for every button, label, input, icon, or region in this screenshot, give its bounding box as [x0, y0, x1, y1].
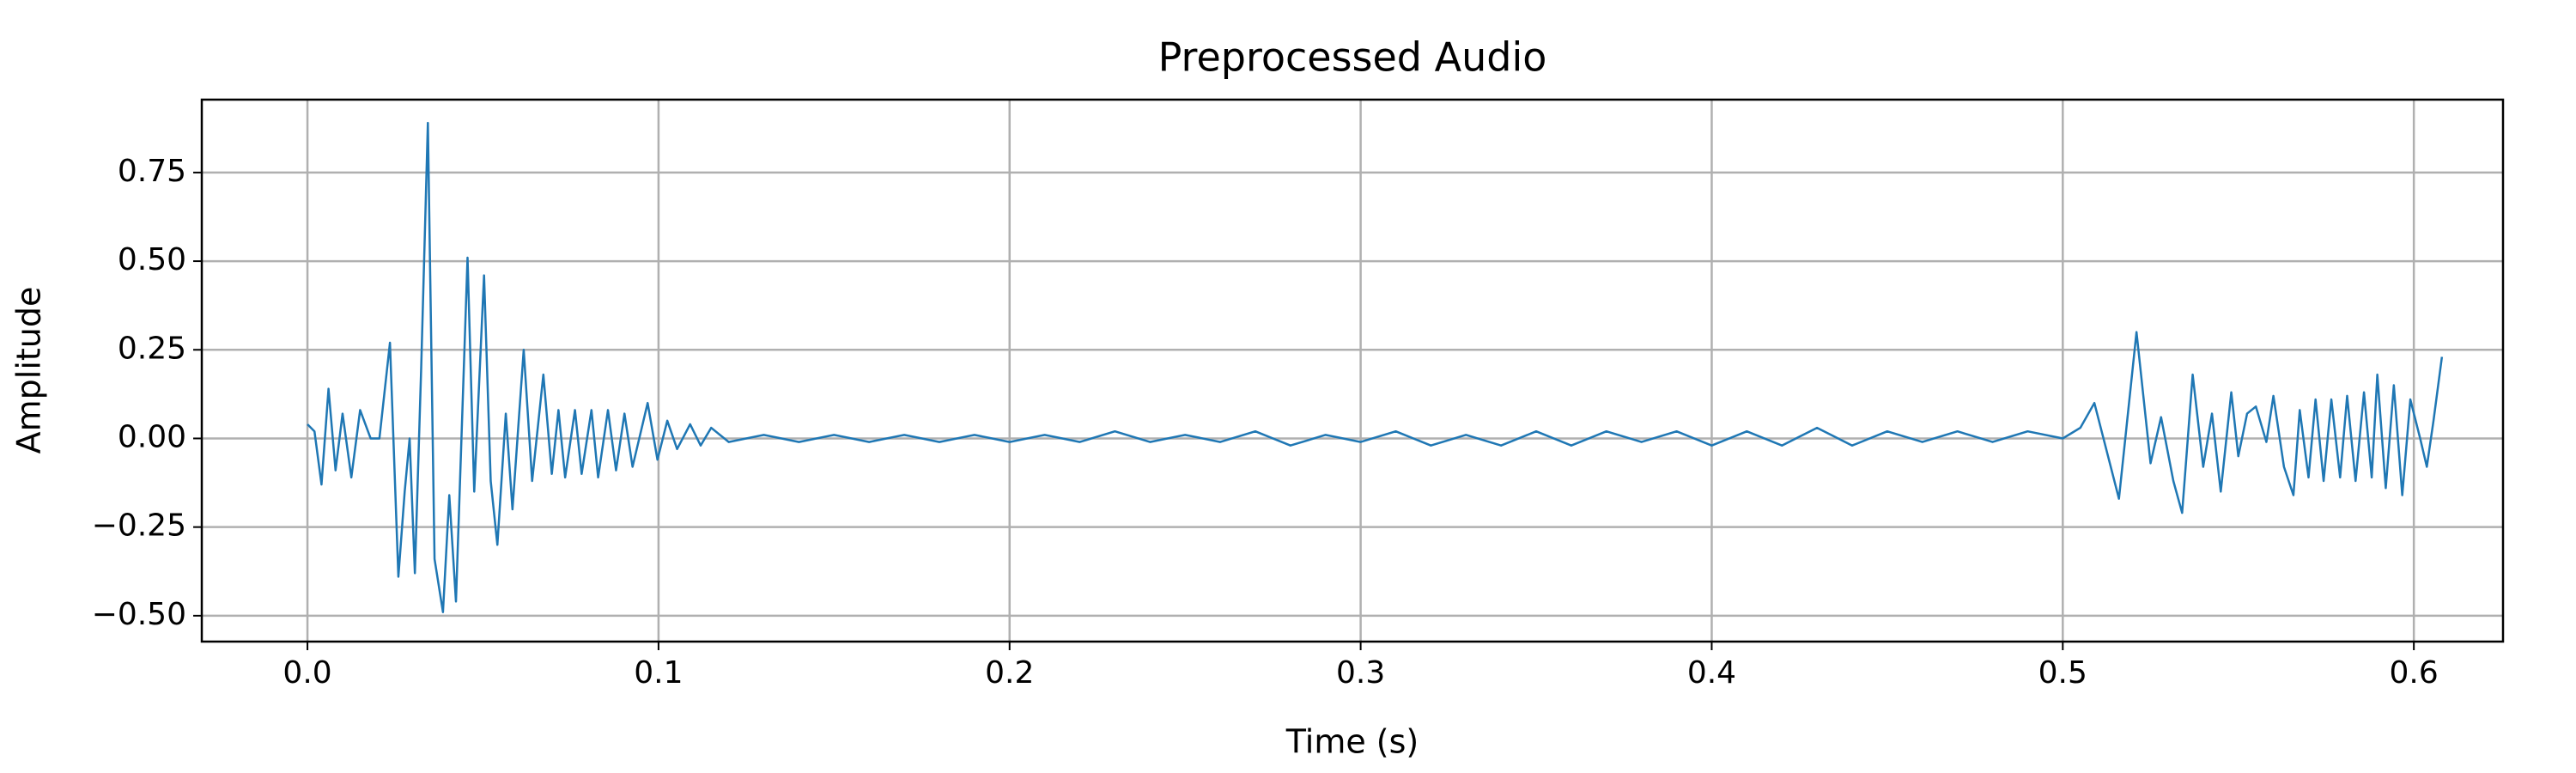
y-tick-label: 0.25 — [118, 331, 186, 366]
x-tick-label: 0.5 — [2038, 655, 2087, 691]
x-axis-label: Time (s) — [1285, 723, 1419, 761]
x-tick-label: 0.3 — [1336, 655, 1385, 691]
y-tick-label: 0.75 — [118, 154, 186, 189]
y-tick-label: 0.00 — [118, 419, 186, 454]
x-tick-label: 0.6 — [2390, 655, 2439, 691]
x-tick-label: 0.4 — [1687, 655, 1736, 691]
plot-area — [307, 121, 2444, 613]
y-tick-label: 0.50 — [118, 242, 186, 277]
ticks: 0.0 0.1 0.2 0.3 0.4 0.5 0.6 −0.50 −0.25 0.00 0.25 0… — [92, 154, 2439, 691]
waveform-line — [307, 121, 2444, 613]
grid — [202, 100, 2503, 642]
x-tick-label: 0.1 — [634, 655, 683, 691]
x-tick-label: 0.0 — [283, 655, 331, 691]
y-axis-label: Amplitude — [10, 287, 48, 454]
y-tick-label: −0.25 — [92, 508, 186, 544]
axes-frame — [200, 98, 2505, 643]
chart-title: Preprocessed Audio — [1158, 34, 1547, 81]
x-tick-label: 0.2 — [985, 655, 1034, 691]
y-tick-label: −0.50 — [92, 597, 186, 632]
